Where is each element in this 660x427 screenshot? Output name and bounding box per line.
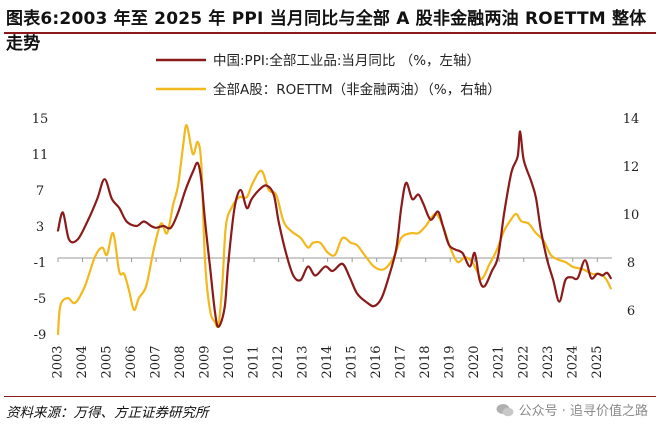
x-tick-label: 2014 [320,345,335,378]
y-left-tick-label: 15 [32,112,49,127]
y-left-tick-label: 11 [32,148,49,163]
x-tick-label: 2005 [100,345,115,378]
x-tick-label: 2013 [296,345,311,378]
y-right-tick-label: 8 [627,256,635,271]
series-line-ppi [56,130,612,328]
y-left-tick-label: 3 [36,220,44,235]
title-rule [4,32,656,34]
y-right-tick-label: 14 [623,112,640,127]
x-tick-label: 2025 [590,345,605,378]
x-tick-label: 2024 [565,345,580,378]
y-right-tick-label: 12 [623,160,640,175]
x-tick-label: 2008 [173,345,188,378]
legend-label-ppi: 中国:PPI:全部工业品:当月同比 （%，左轴） [213,52,480,69]
source-note: 资料来源：万得、方正证券研究所 [6,405,209,421]
x-tick-label: 2015 [345,345,360,378]
y-left-tick-label: -1 [34,256,47,271]
axes: 2003 2004 2005 2006 2007 2008 2009 2010 2011 2012… [32,112,640,379]
series-line-roe [56,124,612,336]
series-lines [56,124,612,336]
y-left-tick-label: -9 [34,328,47,343]
x-tick-label: 2019 [443,345,458,378]
y-left-tick-label: -5 [34,292,47,307]
x-tick-label: 2006 [124,345,139,378]
x-tick-label: 2021 [492,345,507,378]
legend: 中国:PPI:全部工业品:当月同比 （%，左轴） 全部A股：ROETTM（非金融… [156,52,501,98]
y-right-tick-label: 6 [627,304,635,319]
y-left-tick-label: 7 [36,184,44,199]
x-tick-label: 2018 [418,345,433,378]
x-tick-label: 2011 [247,345,262,378]
x-tick-label: 2016 [369,345,384,378]
watermark-text: 公众号 · 追寻价值之路 [518,404,648,419]
x-tick-label: 2012 [271,345,286,378]
page-title: 图表6:2003 年至 2025 年 PPI 当月同比与全部 A 股非金融两油 … [6,9,647,54]
x-tick-label: 2010 [222,345,237,378]
x-tick-label: 2007 [149,345,164,378]
x-tick-label: 2022 [516,345,531,378]
x-tick-label: 2023 [541,345,556,378]
x-tick-label: 2003 [51,345,66,378]
x-tick-label: 2009 [198,345,213,378]
x-tick-label: 2020 [467,345,482,378]
x-tick-label: 2017 [394,345,409,378]
wechat-icon [496,403,514,416]
x-tick-label: 2004 [75,345,90,378]
legend-label-roe: 全部A股：ROETTM（非金融两油）（%，右轴） [213,81,501,98]
y-right-tick-label: 10 [623,208,640,223]
footer-rule [4,396,656,397]
watermark: 公众号 · 追寻价值之路 [496,400,648,419]
